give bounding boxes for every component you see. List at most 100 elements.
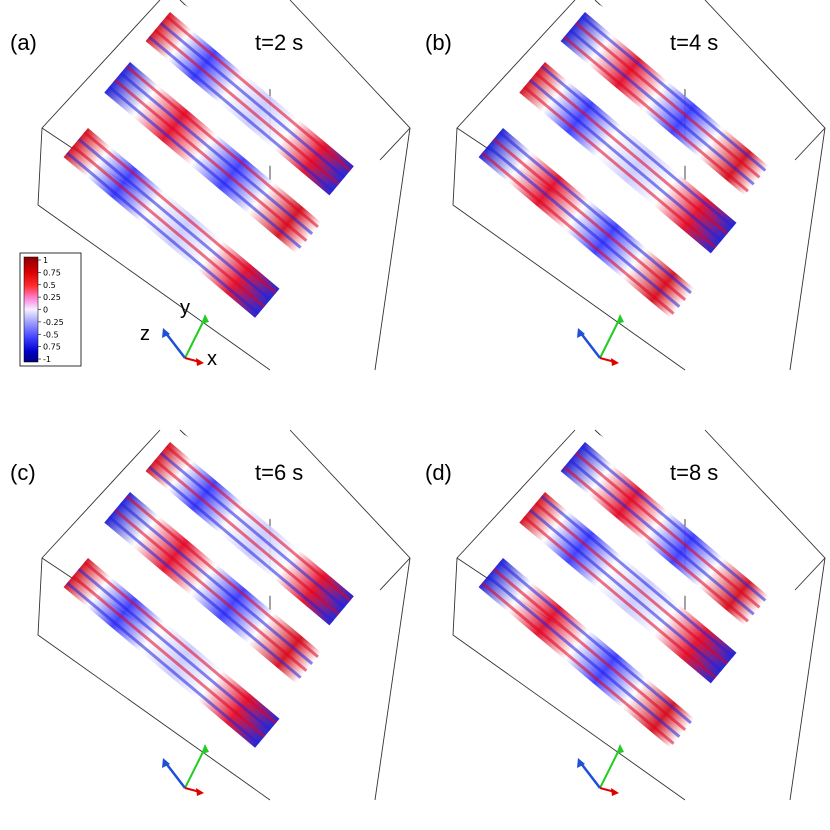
z-axis-arrowhead <box>162 758 170 768</box>
box-edge-left <box>37 429 271 801</box>
colorbar: 1 0.75 0.5 0.25 0 -0.25 -0.5 0.75 -1 <box>19 252 82 367</box>
field-slab-surface <box>63 128 280 318</box>
panel-c: (c) t=6 s <box>10 429 411 801</box>
field-slab-surface <box>145 12 354 196</box>
field-stripe <box>159 451 346 609</box>
field-slab-surface <box>519 62 737 254</box>
field-stripe <box>77 137 272 301</box>
colorbar-tick-label: 0.75 <box>43 343 61 352</box>
time-label: t=4 s <box>670 30 718 55</box>
colorbar-tick-label: -1 <box>43 355 51 364</box>
field-slab <box>165 5 360 135</box>
field-stripe <box>574 451 761 609</box>
y-axis-arrowhead <box>616 744 624 754</box>
field-stripe <box>71 144 266 308</box>
field-slab-band <box>478 128 695 318</box>
axis-triad <box>162 744 209 796</box>
colorbar-tick-label: 1 <box>43 256 48 265</box>
box-edge-vertical <box>374 557 411 801</box>
time-label: t=6 s <box>255 460 303 485</box>
field-stripe <box>486 144 681 308</box>
colorbar-tick-label: 0.5 <box>43 281 56 290</box>
colorbar-tick-label: -0.5 <box>43 330 59 339</box>
time-label: t=8 s <box>670 460 718 485</box>
panel-label: (b) <box>425 30 452 55</box>
field-stripe <box>108 515 302 679</box>
field-stripe <box>498 561 692 725</box>
panel-label: (d) <box>425 460 452 485</box>
z-axis-arrowhead <box>162 328 170 338</box>
field-slab-band <box>560 442 769 626</box>
field-stripe <box>498 131 692 295</box>
field-stripe <box>568 28 755 186</box>
z-axis-arrowhead <box>577 758 585 768</box>
field-stripe <box>580 445 767 602</box>
x-axis-arrowhead <box>611 358 619 366</box>
field-stripe <box>165 445 352 602</box>
colorbar-tick-label: 0 <box>43 306 48 315</box>
z-axis-arrow <box>579 761 601 789</box>
field-stripe <box>108 85 302 249</box>
field-slab-band <box>104 62 322 254</box>
axis-triad <box>577 314 624 366</box>
field-stripe <box>83 561 277 725</box>
colorbar-bar <box>23 256 39 363</box>
field-stripe <box>481 151 675 315</box>
colorbar-tick-label: 0.25 <box>43 293 61 302</box>
panel-a: y z x (a) t=2 s <box>10 0 411 371</box>
field-slabs <box>478 435 775 748</box>
box-edge-vertical <box>789 127 826 371</box>
field-slab-band <box>104 492 322 684</box>
field-stripe <box>580 15 767 172</box>
field-slab <box>165 435 360 565</box>
field-stripe <box>113 508 308 672</box>
field-slab <box>540 488 745 625</box>
colorbar-tick-label: 0.75 <box>43 268 61 277</box>
field-slab-surface <box>104 492 322 684</box>
field-stripe <box>568 458 755 616</box>
field-stripe <box>125 65 319 229</box>
field-stripe <box>523 515 717 679</box>
field-stripe <box>71 574 266 738</box>
field-stripe <box>574 21 761 179</box>
box-edge-left <box>452 0 686 371</box>
field-stripe <box>534 501 729 665</box>
box-edge-vertical <box>789 557 826 801</box>
field-slab-surface <box>104 62 322 254</box>
field-stripe <box>148 465 334 623</box>
field-stripe <box>66 151 260 315</box>
y-axis-arrow <box>599 747 621 789</box>
field-stripe <box>119 501 314 665</box>
field-stripe <box>77 567 272 731</box>
field-stripe <box>540 495 734 659</box>
field-slab-surface <box>478 558 695 748</box>
field-slab <box>580 435 775 565</box>
y-axis-arrowhead <box>616 314 624 324</box>
field-slab-band <box>63 558 280 748</box>
field-slab-surface <box>63 558 280 748</box>
field-slab-band <box>145 442 354 626</box>
z-axis-arrow <box>579 331 601 359</box>
field-stripe <box>563 35 749 193</box>
field-slab-band <box>519 62 737 254</box>
field-stripe <box>528 78 723 242</box>
field-stripe <box>66 581 260 745</box>
field-slab-band <box>560 12 769 196</box>
x-axis-label: x <box>207 348 217 370</box>
field-stripe <box>165 15 352 172</box>
field-stripe <box>153 28 340 186</box>
field-slab <box>540 58 745 195</box>
field-stripe <box>113 78 308 242</box>
field-stripe <box>159 21 346 179</box>
axis-triad <box>162 314 209 366</box>
field-slabs <box>63 5 360 318</box>
field-stripe <box>492 137 687 301</box>
y-axis-arrowhead <box>201 744 209 754</box>
field-stripe <box>528 508 723 672</box>
field-slab-surface <box>478 128 695 318</box>
z-axis-arrow <box>164 331 186 359</box>
time-label: t=2 s <box>255 30 303 55</box>
field-slab-surface <box>560 12 769 196</box>
y-axis-arrow <box>184 747 206 789</box>
